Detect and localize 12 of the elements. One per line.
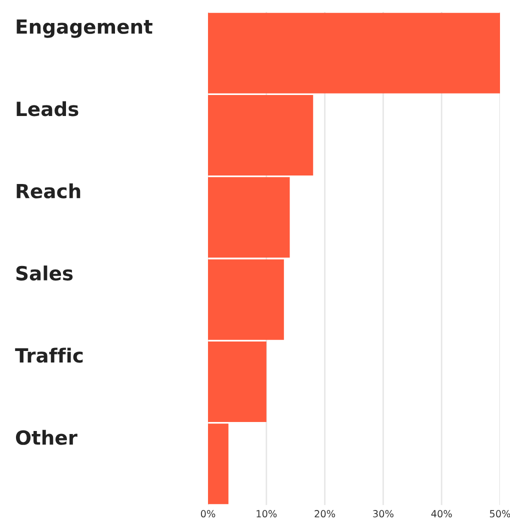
y-tick-label: Leads [16,101,78,116]
x-tick-label: 40% [431,510,452,518]
y-tick-label: Reach [16,183,80,198]
y-tick-label: Other [16,430,78,445]
x-tick-label: 20% [314,510,336,518]
x-tick-label: 10% [256,510,277,518]
y-tick-label: Engagement [16,19,152,38]
x-tick-label: 0% [200,510,216,518]
x-tick-label: 30% [373,510,394,518]
x-tick-label: 50% [490,510,510,518]
y-tick-label: Sales [16,266,73,281]
y-tick-label: Traffic [15,348,83,363]
